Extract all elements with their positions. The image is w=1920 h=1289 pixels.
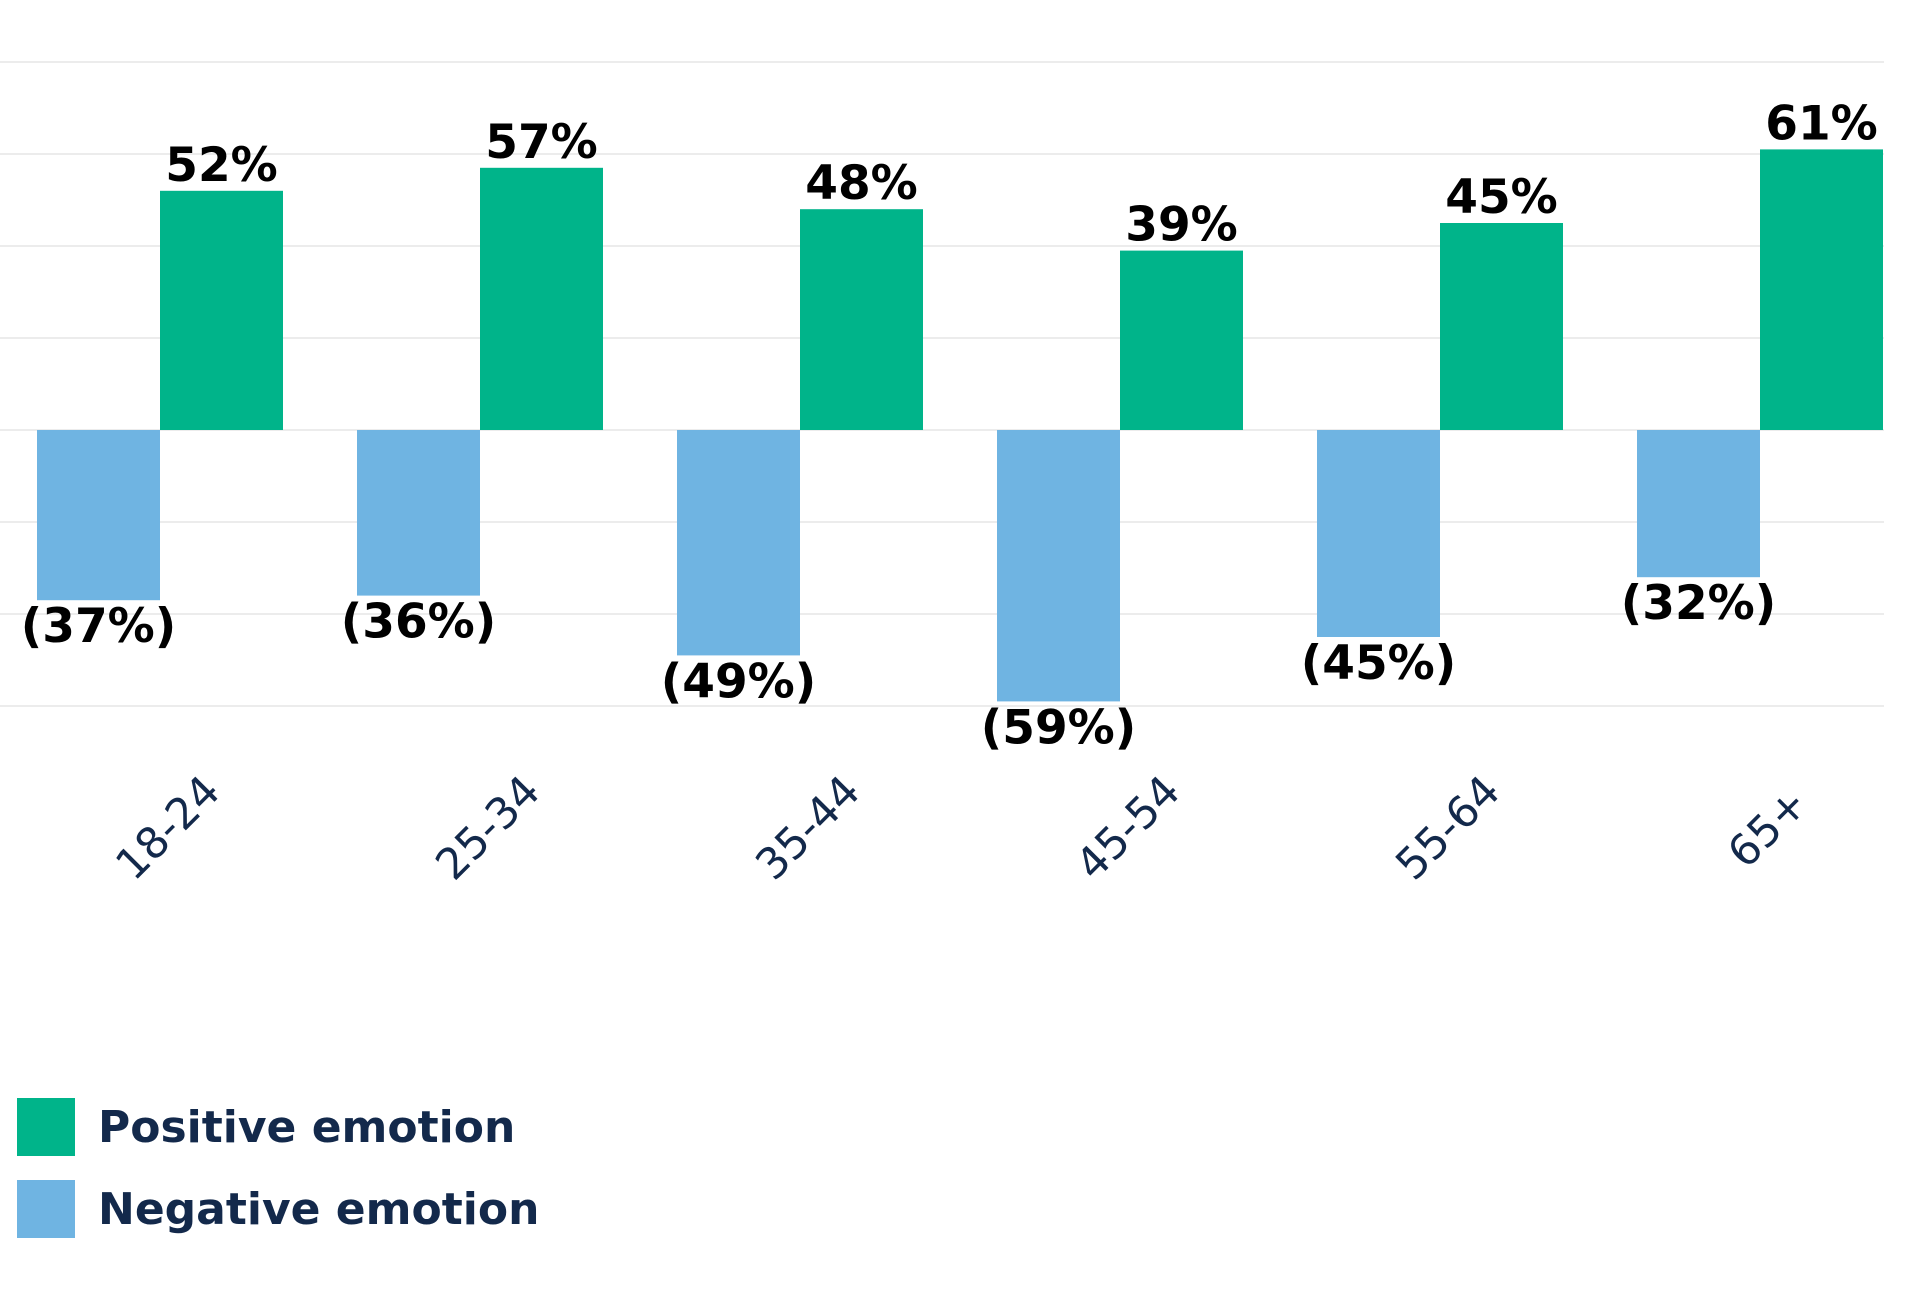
data-label-positive-18-24: 52% — [165, 138, 278, 193]
bar-negative-55-64 — [1317, 430, 1440, 637]
x-tick-label-45-54: 45-54 — [1066, 766, 1190, 890]
bar-negative-35-44 — [677, 430, 800, 656]
bar-negative-18-24 — [37, 430, 160, 601]
x-tick-label-55-64: 55-64 — [1386, 766, 1510, 890]
data-label-positive-35-44: 48% — [805, 156, 918, 211]
bar-positive-25-34 — [480, 167, 603, 431]
data-label-positive-65+: 61% — [1765, 96, 1878, 151]
legend-swatch-positive — [17, 1098, 75, 1156]
bar-negative-65+ — [1637, 430, 1760, 578]
bar-negative-45-54 — [997, 430, 1120, 702]
data-label-positive-25-34: 57% — [485, 115, 598, 170]
x-tick-label-18-24: 18-24 — [106, 766, 230, 890]
bar-positive-45-54 — [1120, 250, 1243, 430]
data-label-negative-35-44: (49%) — [661, 654, 816, 709]
bar-chart: 52% (37%) 57% (36%) 48% (49%) 39% (59%) 45% (45%)… — [0, 61, 1884, 890]
data-label-negative-65+: (32%) — [1621, 576, 1776, 631]
legend-label-positive: Positive emotion — [98, 1101, 516, 1153]
x-tick-label-65+: 65+ — [1718, 778, 1818, 878]
legend: Positive emotion Negative emotion — [17, 1097, 539, 1261]
legend-item-negative: Negative emotion — [17, 1179, 539, 1239]
data-label-negative-18-24: (37%) — [21, 599, 176, 654]
legend-item-positive: Positive emotion — [17, 1097, 539, 1157]
x-tick-label-25-34: 25-34 — [426, 766, 550, 890]
bar-positive-35-44 — [800, 209, 923, 430]
data-label-negative-45-54: (59%) — [981, 700, 1136, 755]
bar-negative-25-34 — [357, 430, 480, 596]
x-tick-labels: 18-24 25-34 35-44 45-54 55-64 65+ — [106, 766, 1818, 890]
bar-positive-18-24 — [160, 190, 283, 430]
data-label-negative-25-34: (36%) — [341, 595, 496, 650]
gridlines — [0, 61, 1884, 707]
bars — [37, 149, 1883, 702]
x-tick-label-35-44: 35-44 — [746, 766, 870, 890]
legend-swatch-negative — [17, 1180, 75, 1238]
bar-positive-55-64 — [1440, 223, 1563, 430]
data-label-positive-45-54: 39% — [1125, 198, 1238, 253]
data-labels: 52% (37%) 57% (36%) 48% (49%) 39% (59%) 45% (45%)… — [21, 96, 1878, 755]
data-label-negative-55-64: (45%) — [1301, 636, 1456, 691]
legend-label-negative: Negative emotion — [98, 1183, 540, 1235]
data-label-positive-55-64: 45% — [1445, 170, 1558, 225]
bar-positive-65+ — [1760, 149, 1883, 430]
